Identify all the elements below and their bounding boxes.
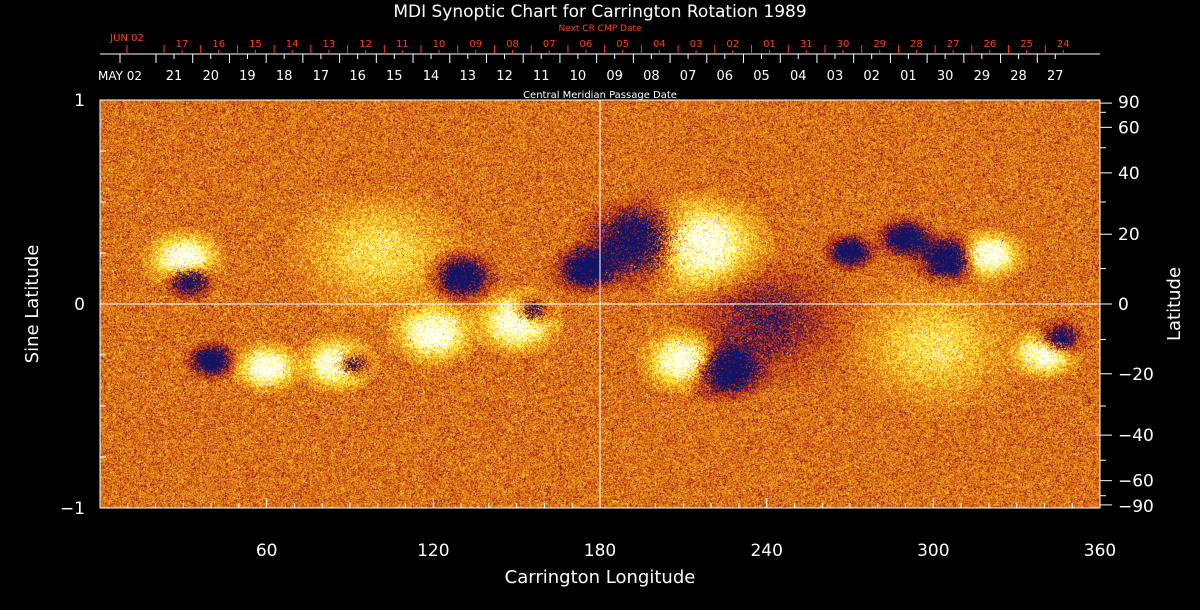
white-date-label: 08 — [643, 69, 660, 84]
white-axis-start-label: MAY 02 — [98, 69, 142, 83]
y-left-tick-label: 1 — [74, 91, 85, 111]
red-date-label: 09 — [469, 39, 482, 50]
red-date-label: 25 — [1020, 39, 1033, 50]
y-right-tick-label: 20 — [1118, 225, 1140, 245]
red-date-label: 13 — [323, 39, 336, 50]
white-date-label: 20 — [202, 69, 219, 84]
red-date-label: 11 — [396, 39, 409, 50]
red-date-label: 29 — [873, 39, 886, 50]
red-date-label: 07 — [543, 39, 556, 50]
red-date-label: 02 — [726, 39, 739, 50]
y-right-tick-label: −40 — [1118, 426, 1154, 446]
red-date-label: 30 — [837, 39, 850, 50]
red-date-label: 24 — [1057, 39, 1070, 50]
red-date-label: 31 — [800, 39, 813, 50]
white-date-label: 01 — [900, 69, 917, 84]
y-right-tick-label: 90 — [1118, 93, 1140, 113]
y-right-tick-label: −60 — [1118, 472, 1154, 492]
white-date-label: 14 — [423, 69, 440, 84]
y-right-tick-label: 0 — [1118, 295, 1129, 315]
white-date-label: 02 — [863, 69, 880, 84]
y-right-tick-label: −20 — [1118, 365, 1154, 385]
y-right-tick-label: −90 — [1118, 497, 1154, 517]
white-date-label: 06 — [717, 69, 734, 84]
white-date-label: 09 — [606, 69, 623, 84]
red-date-label: 15 — [249, 39, 262, 50]
white-date-label: 16 — [349, 69, 366, 84]
chart-title: MDI Synoptic Chart for Carrington Rotati… — [393, 2, 806, 22]
white-date-label: 05 — [753, 69, 770, 84]
y-left-tick-label: 0 — [74, 295, 85, 315]
red-date-label: 27 — [947, 39, 960, 50]
white-date-label: 07 — [680, 69, 697, 84]
red-date-label: 26 — [983, 39, 996, 50]
x-tick-label: 240 — [750, 541, 782, 561]
white-date-label: 04 — [790, 69, 807, 84]
x-tick-label: 180 — [584, 541, 616, 561]
red-date-label: 28 — [910, 39, 923, 50]
x-tick-label: 60 — [256, 541, 278, 561]
white-date-label: 03 — [827, 69, 844, 84]
white-date-label: 13 — [459, 69, 476, 84]
y-axis-label-left: Sine Latitude — [22, 245, 43, 364]
red-date-label: 05 — [616, 39, 629, 50]
red-date-label: 06 — [580, 39, 593, 50]
red-date-label: 04 — [653, 39, 666, 50]
y-right-tick-label: 40 — [1118, 164, 1140, 184]
y-right-tick-label: 60 — [1118, 118, 1140, 138]
white-axis-label: Central Meridian Passage Date — [523, 90, 677, 101]
red-date-label: 16 — [212, 39, 225, 50]
red-date-label: 10 — [433, 39, 446, 50]
x-tick-label: 360 — [1084, 541, 1116, 561]
white-date-label: 18 — [276, 69, 293, 84]
white-date-label: 17 — [313, 69, 330, 84]
white-date-label: 15 — [386, 69, 403, 84]
red-date-label: 08 — [506, 39, 519, 50]
red-axis-start-label: JUN 02 — [109, 33, 144, 44]
white-date-label: 28 — [1010, 69, 1027, 84]
white-date-label: 12 — [496, 69, 513, 84]
red-date-label: 14 — [286, 39, 299, 50]
white-date-label: 27 — [1047, 69, 1064, 84]
white-date-label: 30 — [937, 69, 954, 84]
white-date-label: 11 — [533, 69, 550, 84]
red-date-label: 17 — [176, 39, 189, 50]
white-date-label: 19 — [239, 69, 256, 84]
y-axis-label-right: Latitude — [1164, 267, 1185, 341]
x-axis-label: Carrington Longitude — [505, 567, 696, 588]
x-tick-label: 300 — [917, 541, 949, 561]
white-date-label: 21 — [166, 69, 183, 84]
red-date-label: 12 — [359, 39, 372, 50]
x-tick-label: 120 — [417, 541, 449, 561]
white-date-label: 10 — [570, 69, 587, 84]
red-axis-label: Next CR CMP Date — [558, 24, 642, 34]
y-left-tick-label: −1 — [60, 499, 85, 519]
white-date-label: 29 — [974, 69, 991, 84]
red-date-label: 03 — [690, 39, 703, 50]
red-date-label: 01 — [763, 39, 776, 50]
